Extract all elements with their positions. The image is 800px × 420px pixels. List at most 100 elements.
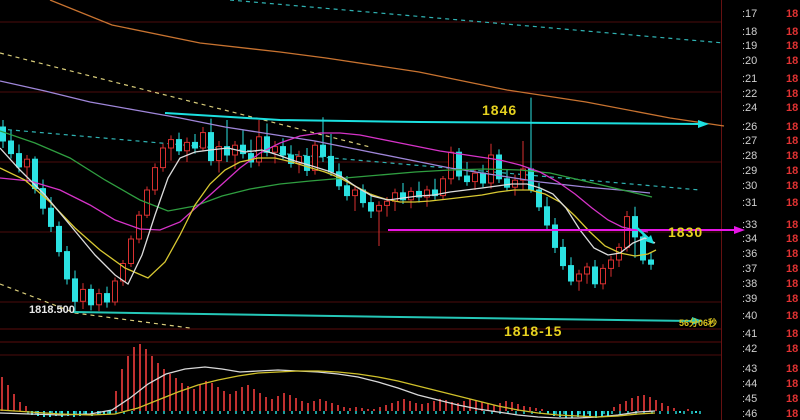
- trade-price: 18: [786, 102, 799, 114]
- candle-body: [400, 192, 406, 201]
- macd-bar: [517, 404, 519, 411]
- macd-bar: [205, 381, 207, 411]
- axis-tick: [203, 411, 205, 414]
- trade-time: :33: [742, 219, 758, 231]
- candle-body: [80, 288, 86, 302]
- macd-bar: [175, 378, 177, 411]
- macd-bar: [589, 411, 591, 417]
- candle-body: [552, 224, 558, 248]
- axis-tick: [683, 411, 685, 414]
- candle-body: [368, 202, 374, 212]
- macd-bar: [409, 401, 411, 411]
- candle-body: [432, 189, 438, 197]
- trade-price: 18: [786, 197, 799, 209]
- candle-body: [200, 132, 206, 149]
- macd-bar: [7, 385, 9, 411]
- trade-time: :41: [742, 328, 758, 340]
- macd-bar: [277, 396, 279, 411]
- candle-body: [64, 251, 70, 280]
- macd-bar: [343, 407, 345, 411]
- level-1846[interactable]: [164, 112, 701, 125]
- dea-yellow: [0, 370, 656, 418]
- axis-tick: [619, 411, 621, 414]
- macd-bar: [631, 398, 633, 411]
- trade-time: :46: [742, 408, 758, 420]
- candle-body: [568, 265, 574, 282]
- axis-tick: [75, 411, 77, 414]
- trade-time: :29: [742, 165, 758, 177]
- macd-bar: [535, 408, 537, 411]
- axis-tick: [515, 411, 517, 414]
- macd-bar: [547, 411, 549, 414]
- candle-body: [520, 168, 526, 181]
- axis-tick: [427, 411, 429, 414]
- candle-body: [384, 200, 390, 206]
- trade-price: 18: [786, 121, 799, 133]
- trade-price: 18: [786, 40, 799, 52]
- axis-tick: [227, 411, 229, 414]
- macd-bar: [187, 386, 189, 411]
- candle-body: [208, 132, 214, 162]
- candle-body: [424, 189, 430, 198]
- macd-bar: [67, 411, 69, 416]
- trade-price: 18: [786, 88, 799, 100]
- candle-body: [576, 273, 582, 282]
- macd-bar: [481, 402, 483, 411]
- macd-bar: [217, 387, 219, 411]
- trade-price: 18: [786, 263, 799, 275]
- trade-price: 18: [786, 310, 799, 322]
- candle-body: [464, 175, 470, 183]
- axis-tick: [139, 411, 141, 414]
- axis-tick: [539, 411, 541, 414]
- level-1830-arrowhead-icon: [734, 226, 745, 234]
- macd-bar: [565, 411, 567, 418]
- candle-body: [104, 293, 110, 303]
- macd-bar: [673, 408, 675, 411]
- candle-countdown-timer: 56分06秒: [679, 318, 718, 328]
- macd-bar: [139, 344, 141, 411]
- level-1818[interactable]: [72, 311, 695, 322]
- macd-bar: [433, 401, 435, 411]
- candle-body: [416, 190, 422, 198]
- macd-bar: [223, 391, 225, 411]
- trade-price: 18: [786, 150, 799, 162]
- trade-price: 18: [786, 165, 799, 177]
- trade-time: :30: [742, 180, 758, 192]
- macd-bar: [505, 401, 507, 411]
- macd-bar: [379, 407, 381, 411]
- macd-bar: [319, 399, 321, 411]
- macd-bar: [613, 407, 615, 411]
- axis-tick: [691, 411, 693, 414]
- macd-bar: [85, 411, 87, 415]
- macd-bar: [679, 411, 681, 413]
- axis-tick: [643, 411, 645, 414]
- axis-tick: [171, 411, 173, 414]
- macd-bar: [403, 399, 405, 411]
- axis-tick: [675, 411, 677, 414]
- axis-tick: [387, 411, 389, 414]
- macd-bar: [253, 389, 255, 411]
- candle-body: [584, 266, 590, 275]
- axis-tick: [379, 411, 381, 414]
- trade-time: :37: [742, 263, 758, 275]
- macd-bar: [193, 389, 195, 411]
- trade-price: 18: [786, 180, 799, 192]
- trade-price: 18: [786, 8, 799, 20]
- trade-time: :44: [742, 378, 758, 390]
- axis-tick: [219, 411, 221, 414]
- macd-bar: [211, 383, 213, 411]
- axis-tick: [651, 411, 653, 414]
- macd-bar: [349, 408, 351, 411]
- macd-bar: [625, 401, 627, 411]
- axis-tick: [107, 411, 109, 414]
- candle-body: [176, 139, 182, 152]
- trade-price: 18: [786, 26, 799, 38]
- axis-tick: [123, 411, 125, 414]
- candle-body: [352, 189, 358, 197]
- macd-bar: [529, 407, 531, 411]
- trade-price: 18: [786, 293, 799, 305]
- axis-tick: [363, 411, 365, 414]
- axis-tick: [347, 411, 349, 414]
- trade-time: :42: [742, 343, 758, 355]
